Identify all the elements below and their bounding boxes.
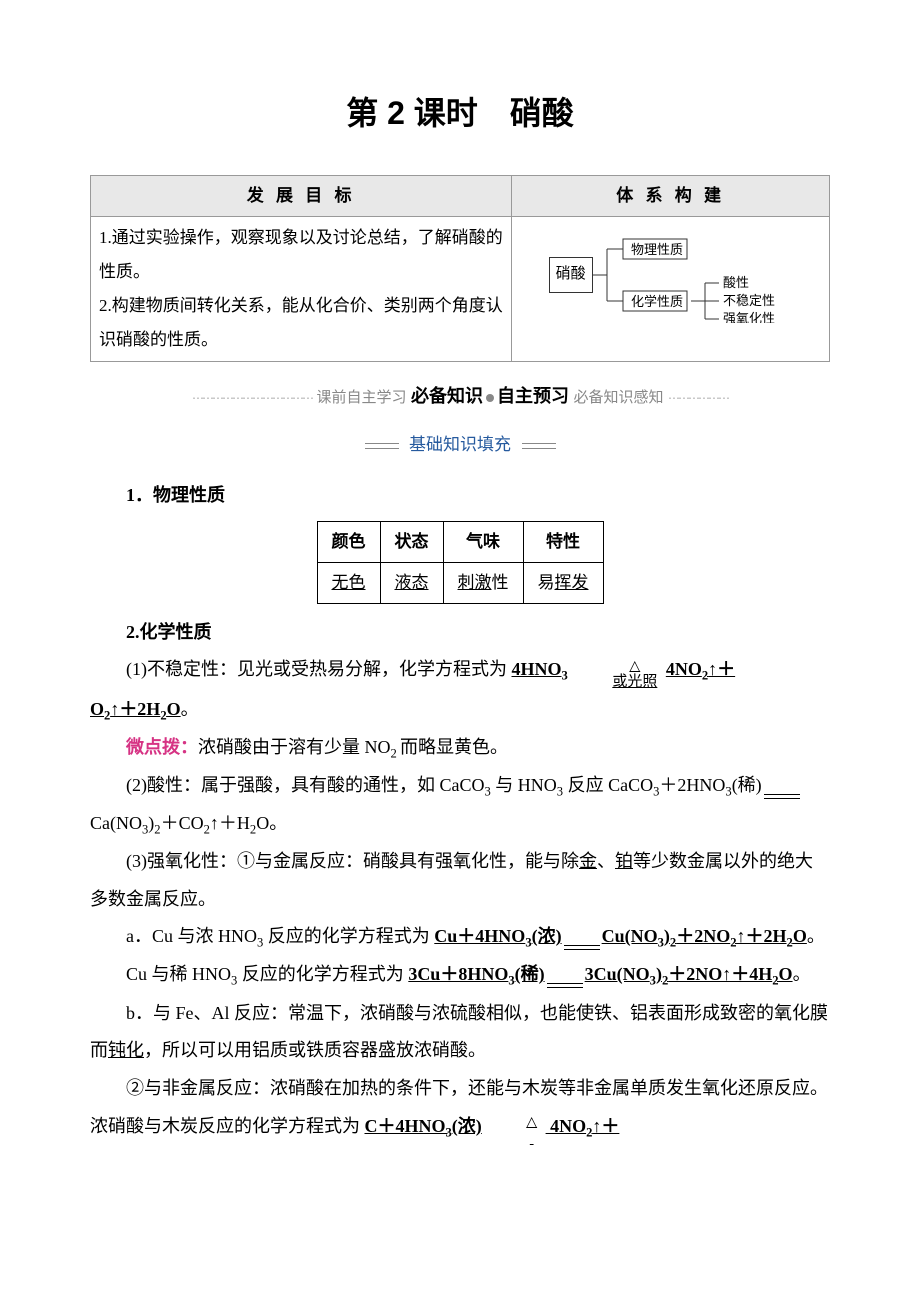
- para-instability: (1)不稳定性：见光或受热易分解，化学方程式为 4HNO3 △或光照 4NO2↑…: [90, 651, 830, 690]
- banner-dot-icon: [486, 394, 494, 402]
- tip-label: 微点拨：: [126, 737, 198, 757]
- eq1-line2-wrap: O2↑＋2H2O。: [90, 691, 830, 729]
- p-b-u: 钝化: [108, 1040, 144, 1060]
- period3: 。: [793, 964, 811, 984]
- props-c1: 液态: [380, 562, 443, 603]
- subbanner-line-right: [522, 443, 556, 449]
- props-v1: 液态: [395, 573, 429, 592]
- para-a: a．Cu 与浓 HNO3 反应的化学方程式为 Cu＋4HNO3(浓)Cu(NO3…: [90, 918, 830, 956]
- goals-header-right: 体 系 构 建: [512, 176, 830, 217]
- p-b-b: ，所以可以用铝质或铁质容器盛放浓硝酸。: [144, 1040, 486, 1060]
- dotline-left: ⋯⋯⋯⋯⋯⋯⋯⋯⋯⋯⋯⋯: [192, 391, 312, 405]
- props-v2: 刺激: [458, 573, 492, 592]
- subbanner-line-left: [365, 443, 399, 449]
- eq1-condition: △或光照: [576, 659, 657, 691]
- diagram-branch1: 物理性质: [631, 242, 683, 257]
- para-cu-dilute: Cu 与稀 HNO3 反应的化学方程式为 3Cu＋8HNO3(稀)3Cu(NO3…: [90, 956, 830, 994]
- diagram-leaf2: 不稳定性: [723, 293, 775, 308]
- sec1-heading: 1．物理性质: [90, 477, 830, 515]
- para-nonmetal: ②与非金属反应：浓硝酸在加热的条件下，还能与木炭等非金属单质发生氧化还原反应。浓…: [90, 1070, 830, 1147]
- ox-u2: 铂: [615, 851, 633, 871]
- props-c0: 无色: [317, 562, 380, 603]
- ox-u1: 金: [579, 851, 597, 871]
- props-h0: 颜色: [317, 522, 380, 563]
- para-ox-intro: (3)强氧化性：①与金属反应：硝酸具有强氧化性，能与除金、铂等少数金属以外的绝大…: [90, 843, 830, 919]
- eq-c-left: C＋4HNO3(浓): [365, 1116, 482, 1136]
- banner-mid2: 自主预习: [497, 386, 569, 406]
- period2: 。: [807, 926, 825, 946]
- props-h2: 气味: [443, 522, 523, 563]
- props-h1: 状态: [380, 522, 443, 563]
- eq-c-right: 4NO2↑＋: [546, 1116, 620, 1136]
- instability-prefix: (1)不稳定性：见光或受热易分解，化学方程式为: [126, 659, 512, 679]
- props-h3: 特性: [523, 522, 603, 563]
- diagram-leaf3: 强氧化性: [723, 311, 775, 323]
- structure-diagram: 硝酸 物理性质: [520, 221, 821, 329]
- dotline-right: ⋯⋯⋯⋯⋯⋯: [668, 391, 728, 405]
- properties-table: 颜色 状态 气味 特性 无色 液态 刺激性 易挥发: [317, 521, 604, 603]
- eq1-line2: O2↑＋2H2O: [90, 699, 181, 719]
- page-title: 第 2 课时 硝酸: [90, 80, 830, 147]
- goals-table: 发 展 目 标 体 系 构 建 1.通过实验操作，观察现象以及讨论总结，了解硝酸…: [90, 175, 830, 362]
- eq-cu-dilute: 3Cu＋8HNO3(稀)3Cu(NO3)2＋2NO↑＋4H2O: [408, 964, 792, 984]
- ox-intro-a: (3)强氧化性：①与金属反应：硝酸具有强氧化性，能与除: [126, 851, 579, 871]
- para-tip: 微点拨：浓硝酸由于溶有少量 NO2 而略显黄色。: [90, 729, 830, 767]
- props-c3: 易挥发: [523, 562, 603, 603]
- diagram-branch2: 化学性质: [631, 294, 683, 309]
- section-banner: ⋯⋯⋯⋯⋯⋯⋯⋯⋯⋯⋯⋯ 课前自主学习 必备知识自主预习 必备知识感知 ⋯⋯⋯⋯…: [90, 378, 830, 416]
- banner-left-gray: 课前自主学习: [316, 390, 406, 406]
- banner-right-gray: 必备知识感知: [574, 390, 664, 406]
- goals-header-left: 发 展 目 标: [91, 176, 512, 217]
- goal-text-1: 1.通过实验操作，观察现象以及讨论总结，了解硝酸的性质。: [99, 221, 503, 289]
- eq-c-cond: △: [490, 1115, 537, 1147]
- para-acid: (2)酸性：属于强酸，具有酸的通性，如 CaCO3 与 HNO3 反应 CaCO…: [90, 767, 830, 843]
- eq1-right-a: 4NO2↑＋: [666, 659, 735, 679]
- period1: 。: [181, 699, 199, 719]
- eq1-left: 4HNO3: [512, 659, 568, 679]
- diagram-root: 硝酸: [549, 257, 593, 293]
- sub-banner: 基础知识填充: [90, 426, 830, 464]
- sec2-heading: 2.化学性质: [90, 614, 830, 652]
- banner-mid1: 必备知识: [411, 386, 483, 406]
- props-v0: 无色: [332, 573, 366, 592]
- eq-a: Cu＋4HNO3(浓)Cu(NO3)2＋2NO2↑＋2H2O: [434, 926, 807, 946]
- sub-banner-text: 基础知识填充: [403, 435, 517, 454]
- props-c2: 刺激性: [443, 562, 523, 603]
- ox-mid: 、: [597, 851, 615, 871]
- diagram-leaf1: 酸性: [723, 275, 749, 290]
- tip-text: 浓硝酸由于溶有少量 NO2 而略显黄色。: [198, 737, 508, 757]
- diagram-svg: 物理性质 化学性质 酸性 不稳定性 强氧化性: [593, 227, 793, 323]
- para-b: b．与 Fe、Al 反应：常温下，浓硝酸与浓硫酸相似，也能使铁、铝表面形成致密的…: [90, 995, 830, 1071]
- props-v3: 挥发: [555, 573, 589, 592]
- goal-text-2: 2.构建物质间转化关系，能从化合价、类别两个角度认识硝酸的性质。: [99, 289, 503, 357]
